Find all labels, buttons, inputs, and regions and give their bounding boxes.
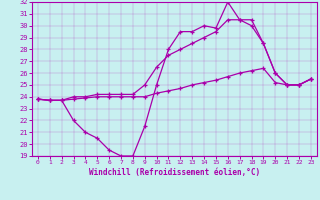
X-axis label: Windchill (Refroidissement éolien,°C): Windchill (Refroidissement éolien,°C)	[89, 168, 260, 177]
